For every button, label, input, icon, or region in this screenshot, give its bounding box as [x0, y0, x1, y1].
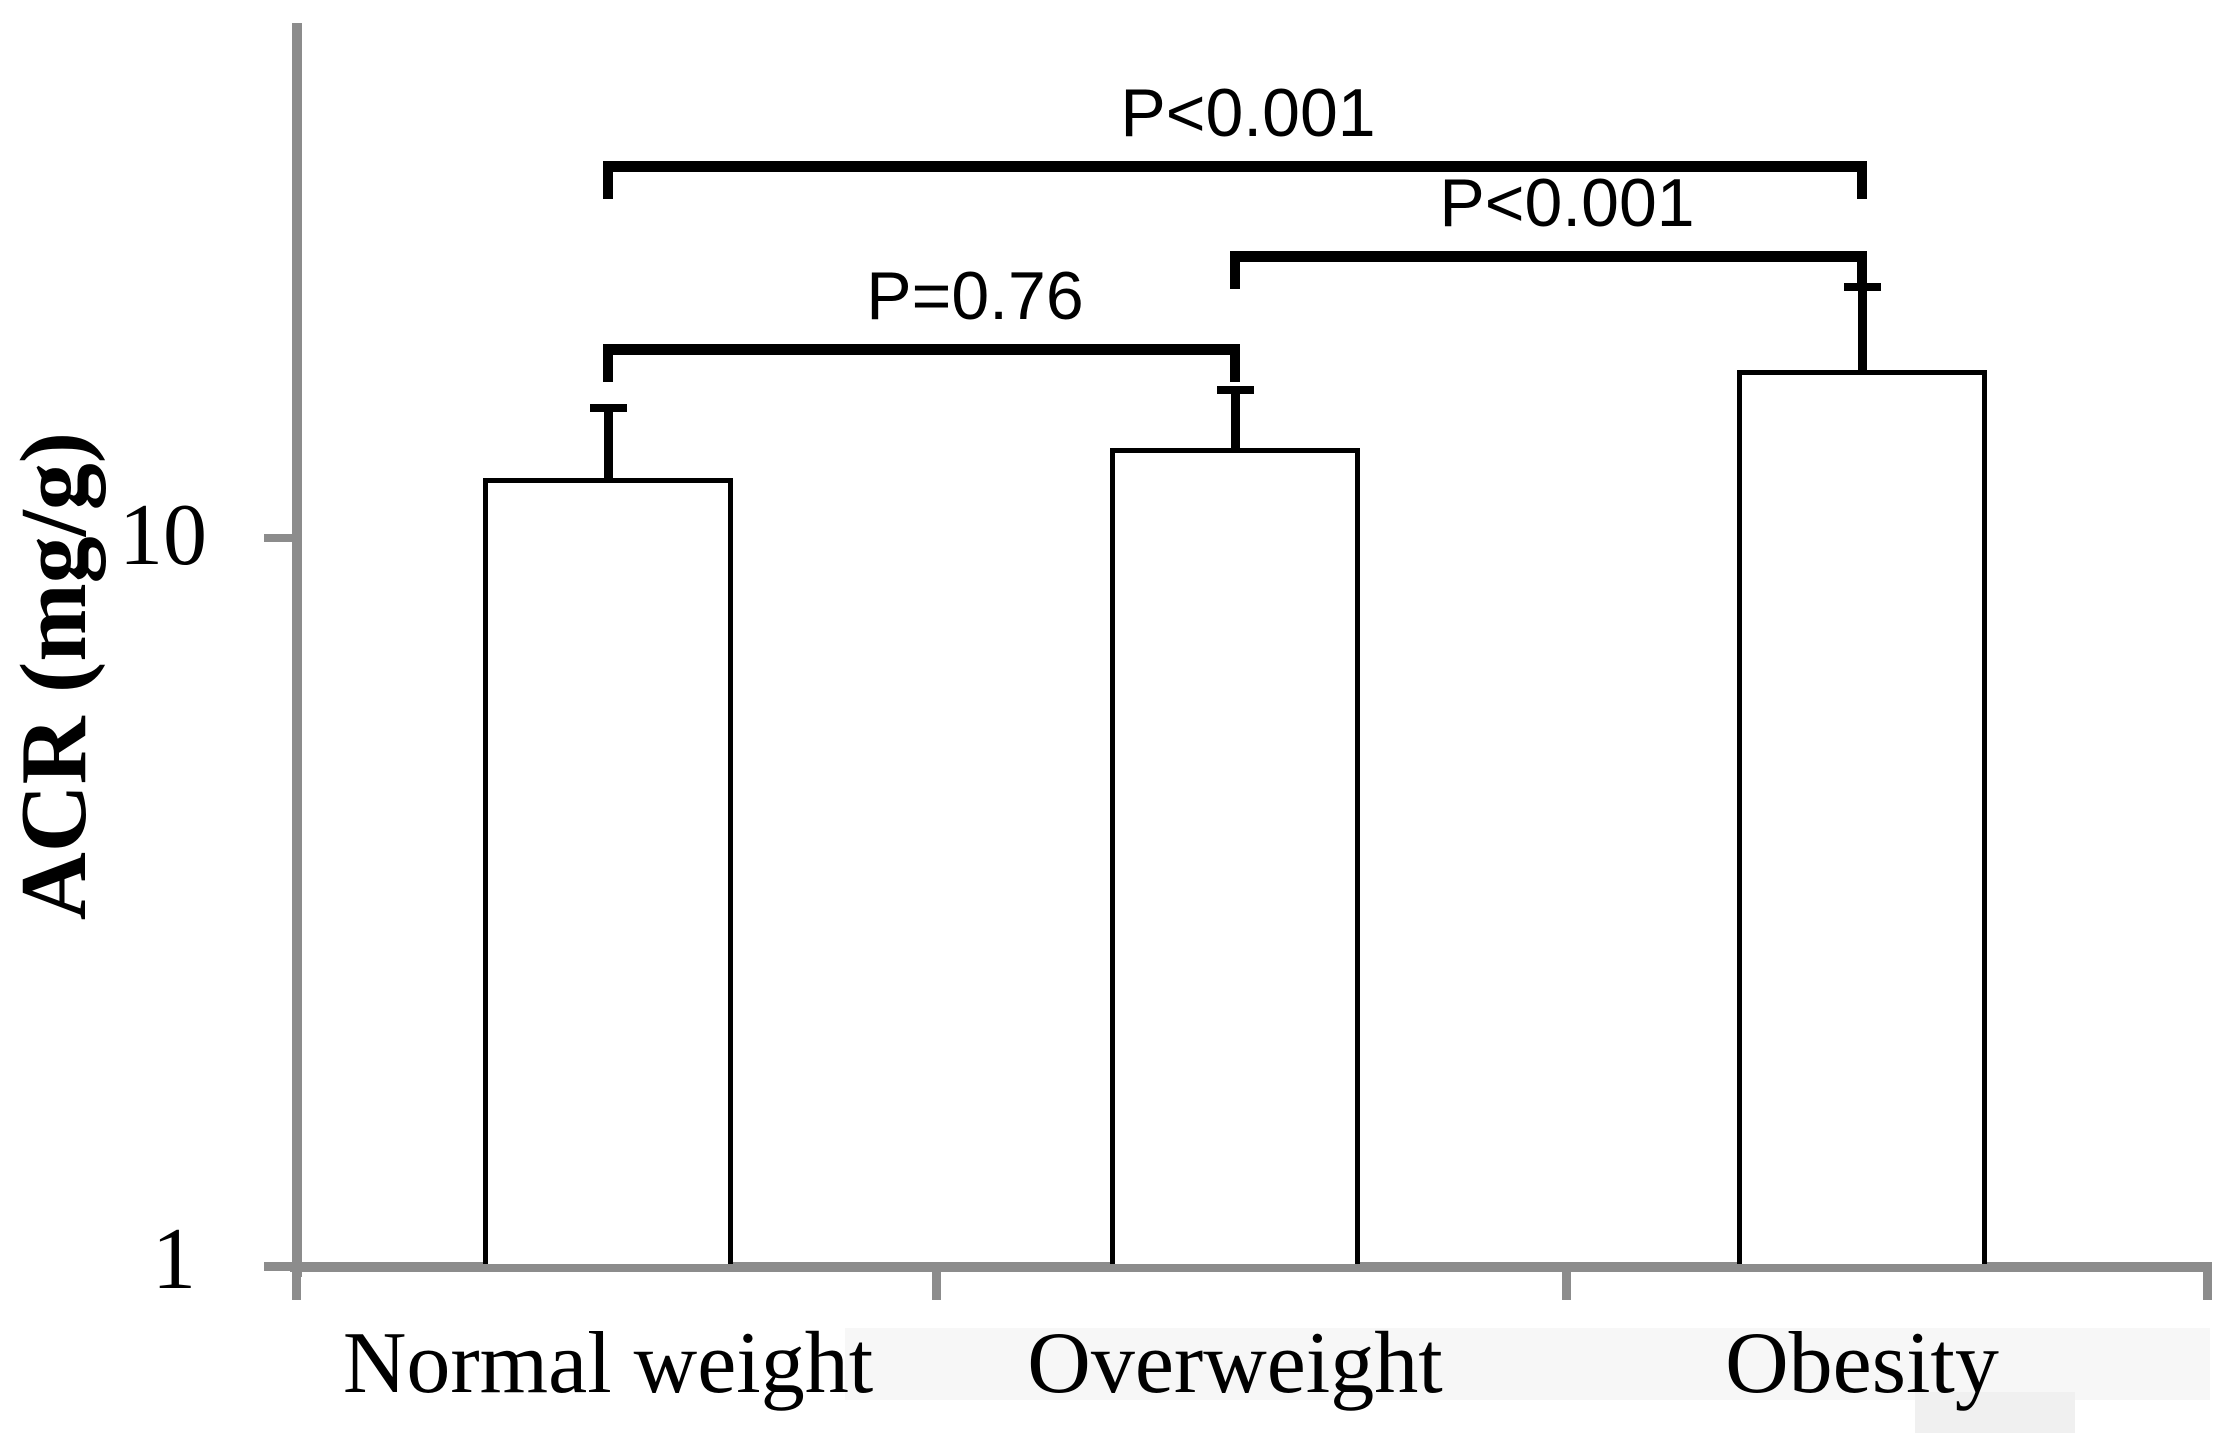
sig-bracket-end-right-1: [1857, 251, 1867, 289]
x-axis-tick-1: [932, 1272, 941, 1300]
error-bar-cap-1: [1217, 385, 1254, 394]
error-bar-line-2: [1858, 287, 1867, 373]
sig-bracket-line-1: [1230, 251, 1867, 262]
y-axis-tick-10: [264, 534, 292, 542]
error-bar-line-0: [604, 407, 613, 480]
x-axis-tick-3: [2203, 1272, 2212, 1300]
background-artifact: [1915, 1392, 2075, 1433]
y-axis-title: ACR (mg/g): [2, 431, 106, 921]
sig-bracket-line-0: [603, 344, 1240, 355]
bar-normal-weight: [483, 477, 733, 1264]
y-axis-tick-1: [264, 1262, 292, 1271]
error-bar-line-1: [1231, 389, 1240, 450]
p-value-label-normal-vs-overweight: P=0.76: [866, 258, 1084, 334]
x-axis-tick-0: [292, 1272, 301, 1300]
error-bar-cap-0: [590, 403, 627, 412]
background-artifact: [845, 1328, 2210, 1400]
bar-obesity: [1737, 370, 1987, 1264]
x-category-label-overweight: Overweight: [1027, 1315, 1443, 1412]
y-tick-label-1: 1: [152, 1211, 196, 1308]
x-category-label-normal-weight: Normal weight: [342, 1315, 874, 1412]
sig-bracket-end-left-1: [1230, 251, 1240, 289]
sig-bracket-end-right-2: [1857, 161, 1867, 199]
y-axis-line: [292, 23, 302, 1277]
x-category-label-obesity: Obesity: [1725, 1315, 1999, 1412]
y-tick-label-10: 10: [119, 487, 207, 584]
sig-bracket-line-2: [603, 161, 1867, 172]
sig-bracket-end-left-0: [603, 344, 613, 382]
bar-overweight: [1110, 447, 1360, 1264]
x-axis-tick-2: [1562, 1272, 1571, 1300]
sig-bracket-end-right-0: [1230, 344, 1240, 382]
p-value-label-normal-vs-obesity: P<0.001: [1120, 75, 1376, 151]
p-value-label-overweight-vs-obesity: P<0.001: [1439, 165, 1695, 241]
x-axis-line: [290, 1262, 2212, 1272]
sig-bracket-end-left-2: [603, 161, 613, 199]
